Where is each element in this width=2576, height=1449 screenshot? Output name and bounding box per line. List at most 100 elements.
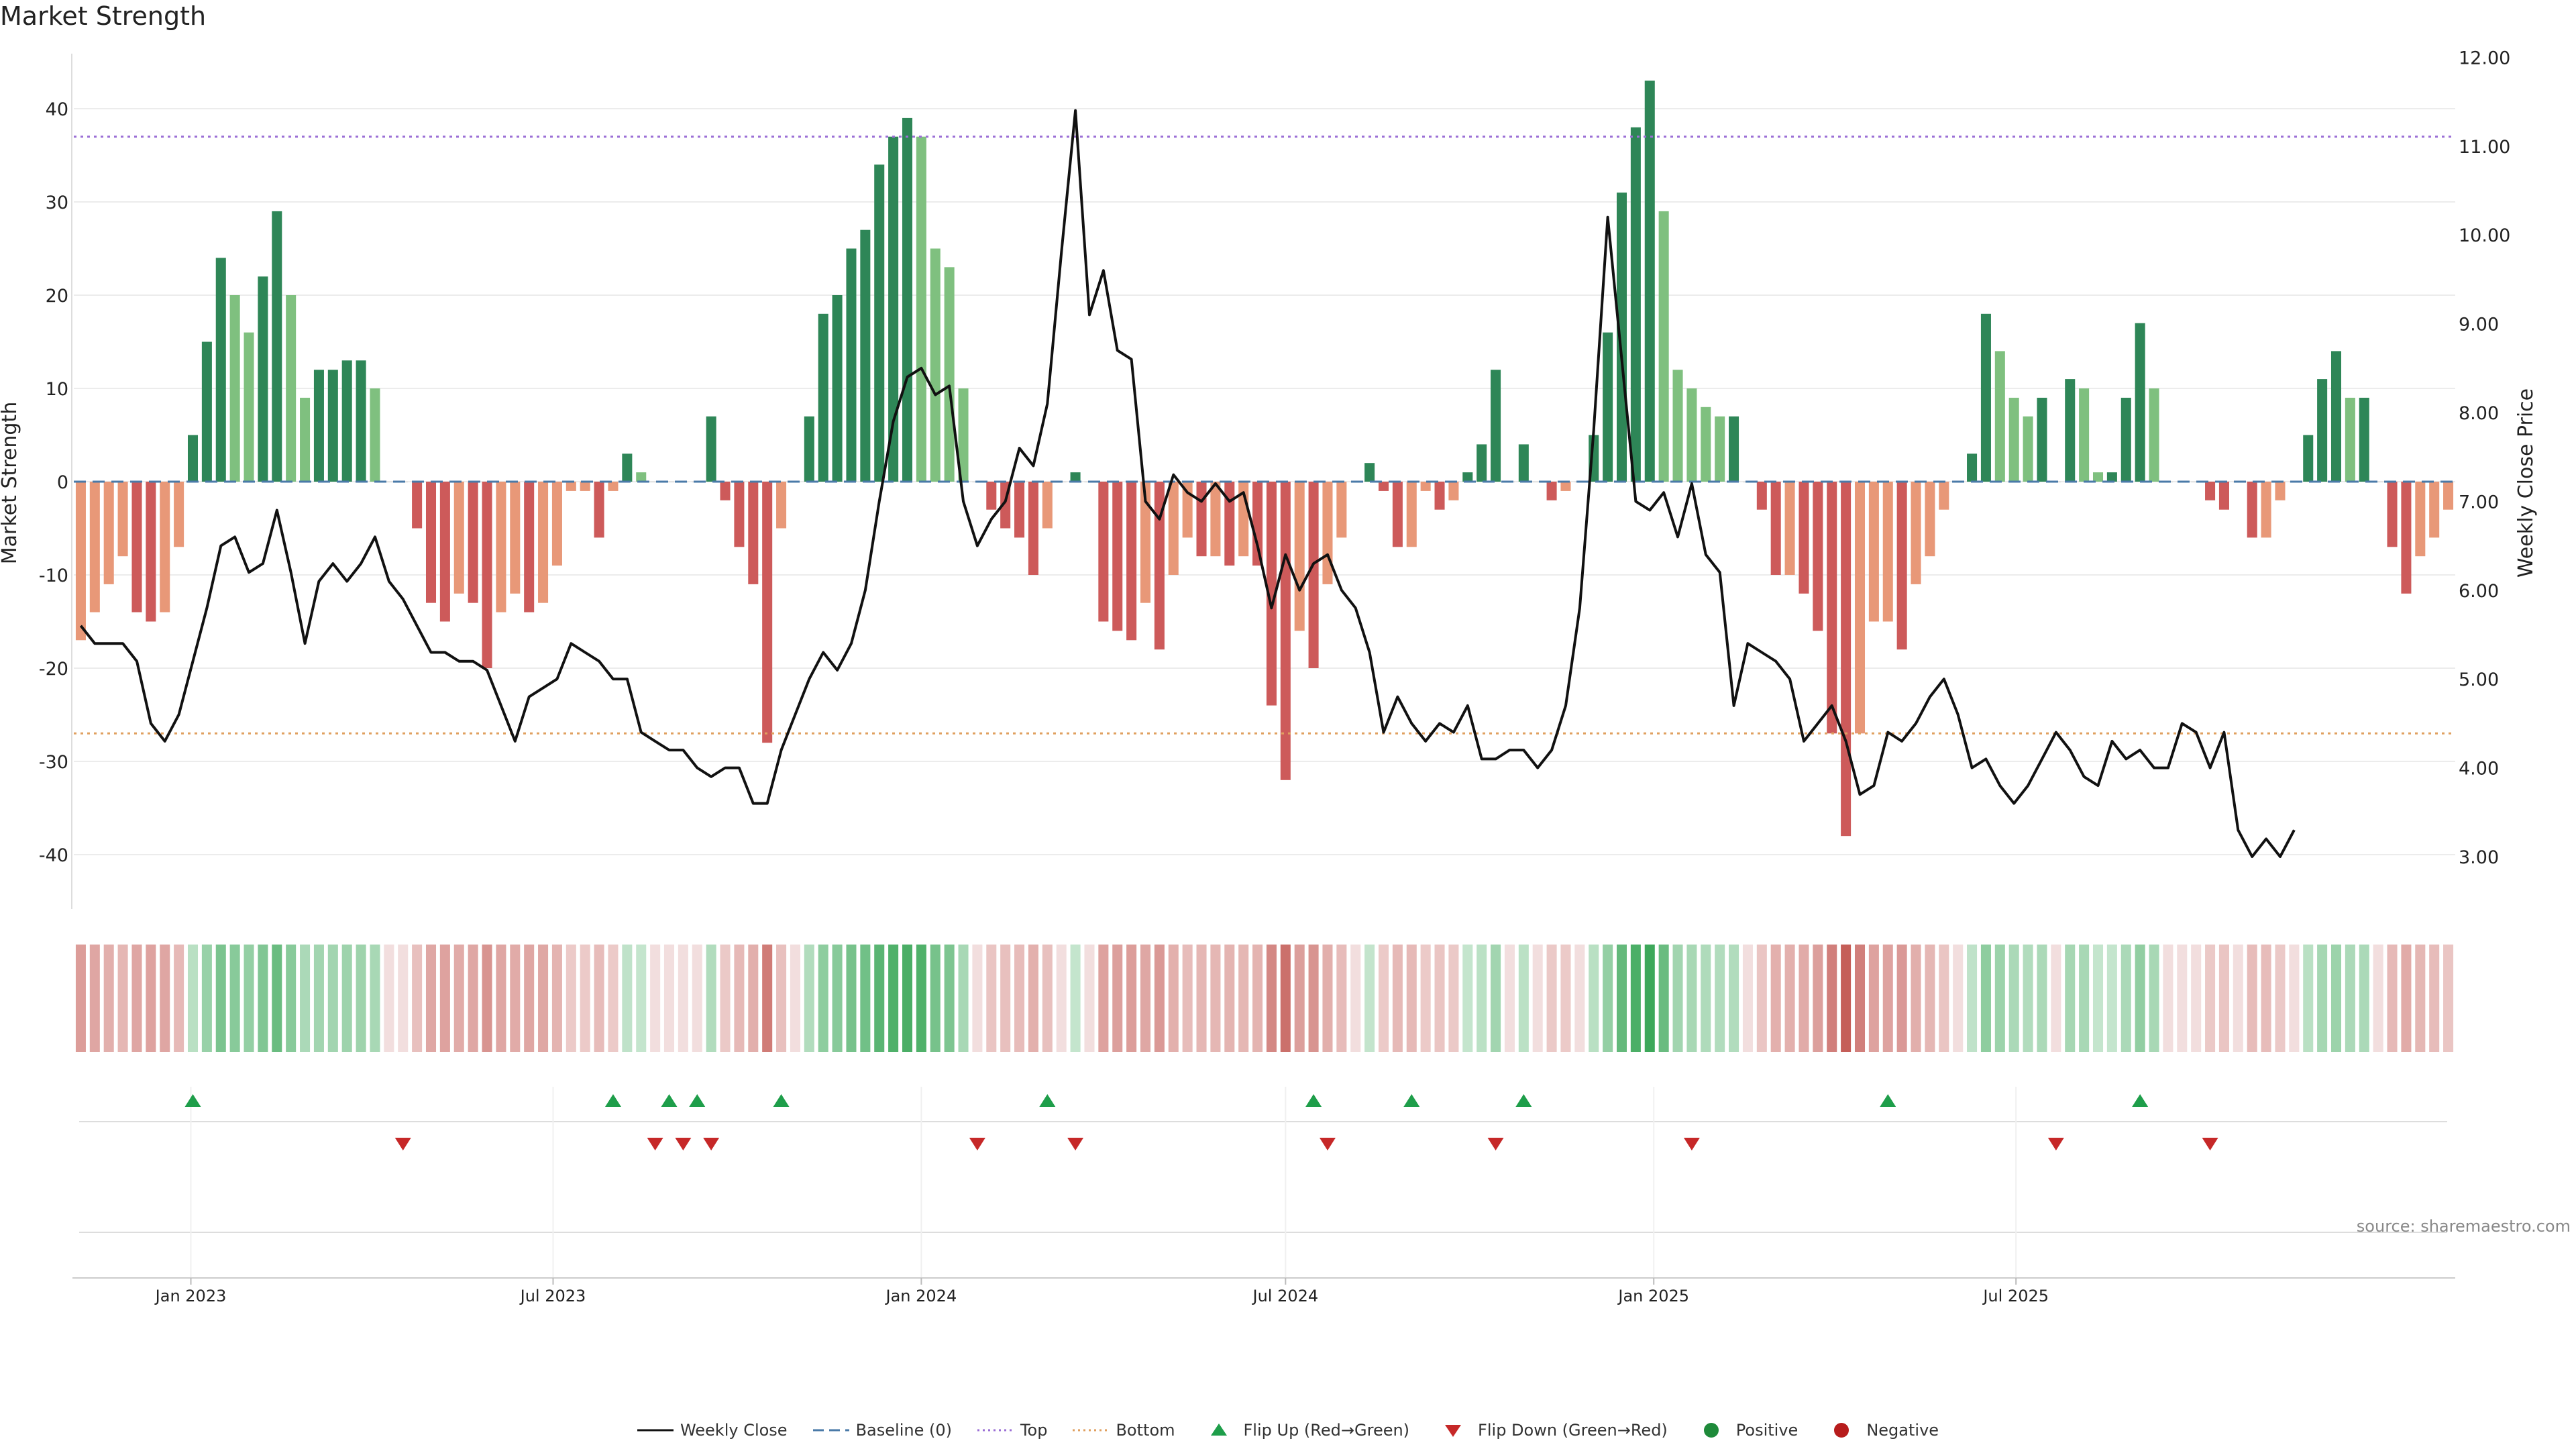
flip-up-marker [604,1094,621,1107]
strength-bar [1967,453,1978,482]
heat-cell [818,945,828,1052]
strength-bar [1827,482,1837,734]
strength-bar [762,482,773,743]
strength-bar [622,453,633,482]
heat-cell [888,945,899,1052]
strength-bar [2121,397,2131,482]
heat-cell [1140,945,1151,1052]
strength-bar [1729,416,1739,482]
heat-cell [902,945,913,1052]
y2-tick-label: 6.00 [2459,581,2499,602]
heat-cell [524,945,535,1052]
strength-bar [1756,482,1767,510]
heat-cell [832,945,843,1052]
y-tick-label: 40 [46,99,68,120]
legend-swatch [1823,1422,1860,1438]
y2-tick-label: 10.00 [2459,225,2510,246]
strength-bar [2135,323,2145,482]
heat-cell [1939,945,1949,1052]
strength-bar [902,117,913,482]
legend-label: Negative [1866,1421,1939,1440]
strength-bar [1014,482,1025,538]
heat-cell [1813,945,1823,1052]
y-tick-label: -30 [39,752,68,773]
heat-cell [1294,945,1305,1052]
heat-cell [1028,945,1038,1052]
heat-cell [608,945,619,1052]
strength-bar [1462,472,1473,482]
heat-cell [692,945,702,1052]
strength-bar [1434,482,1445,510]
strength-bar [1630,127,1641,482]
strength-bar [89,482,100,612]
y2-tick-label: 12.00 [2459,48,2510,68]
y-tick-label: -10 [39,566,68,586]
heat-cell [453,945,464,1052]
heat-cell [272,945,282,1052]
flip-down-marker [647,1138,663,1150]
strength-bar [2415,482,2426,557]
strength-bar [2303,435,2314,482]
strength-bar [538,482,549,603]
heat-cell [313,945,324,1052]
heat-cell [1532,945,1543,1052]
heat-cell [356,945,366,1052]
weekly-close-line [79,109,2296,858]
strength-bar [1154,482,1165,650]
strength-bar [874,164,885,482]
strength-bar [1448,482,1459,500]
heat-cell [1084,945,1095,1052]
strength-bar [313,370,324,482]
heat-cell [496,945,506,1052]
heat-cell [2177,945,2188,1052]
heat-cell [2121,945,2131,1052]
strength-bar [2092,472,2104,482]
heat-cell [187,945,199,1052]
strength-bar [1925,482,1935,557]
strength-bar [1994,351,2005,482]
heat-cell [412,945,423,1052]
strength-bar [2387,482,2398,547]
heat-cell [1266,945,1277,1052]
strength-bar [453,482,464,594]
heat-cell [1715,945,1725,1052]
heat-cell [1644,945,1655,1052]
strength-bar [496,482,506,612]
flip-up-marker [1880,1094,1896,1107]
y2-tick-label: 5.00 [2459,669,2499,690]
heat-cell [1574,945,1585,1052]
legend-item: Negative [1823,1421,1939,1440]
strength-bar [300,397,311,482]
heat-cell [174,945,184,1052]
strength-bar [1672,370,1683,482]
y2-tick-label: 4.00 [2459,759,2499,780]
heat-cell [1896,945,1907,1052]
strength-bar [1140,482,1151,603]
heat-cell [748,945,759,1052]
flip-down-marker [394,1138,411,1150]
heat-cell [1336,945,1347,1052]
heat-cell [2051,945,2061,1052]
strength-bar [2275,482,2286,500]
heat-cell [1196,945,1207,1052]
heat-cell [1841,945,1851,1052]
heat-cell [1911,945,1921,1052]
heat-cell [2247,945,2257,1052]
strength-bar [370,388,380,482]
heat-cell [2359,945,2369,1052]
strength-bar [1911,482,1921,584]
strength-bar [958,388,969,482]
heat-cell [1686,945,1697,1052]
legend-label: Weekly Close [680,1421,788,1440]
legend-label: Top [1020,1421,1048,1440]
flip-up-marker [661,1094,678,1107]
heat-cell [286,945,297,1052]
heat-cell [300,945,311,1052]
strength-bar [2330,351,2342,482]
strength-bar [860,229,871,482]
flip-up-marker [1305,1094,1322,1107]
strength-bar [131,482,142,612]
y-tick-label: 0 [57,472,68,493]
legend-item: Flip Up (Red→Green) [1201,1421,1409,1440]
legend-swatch [1201,1422,1237,1438]
